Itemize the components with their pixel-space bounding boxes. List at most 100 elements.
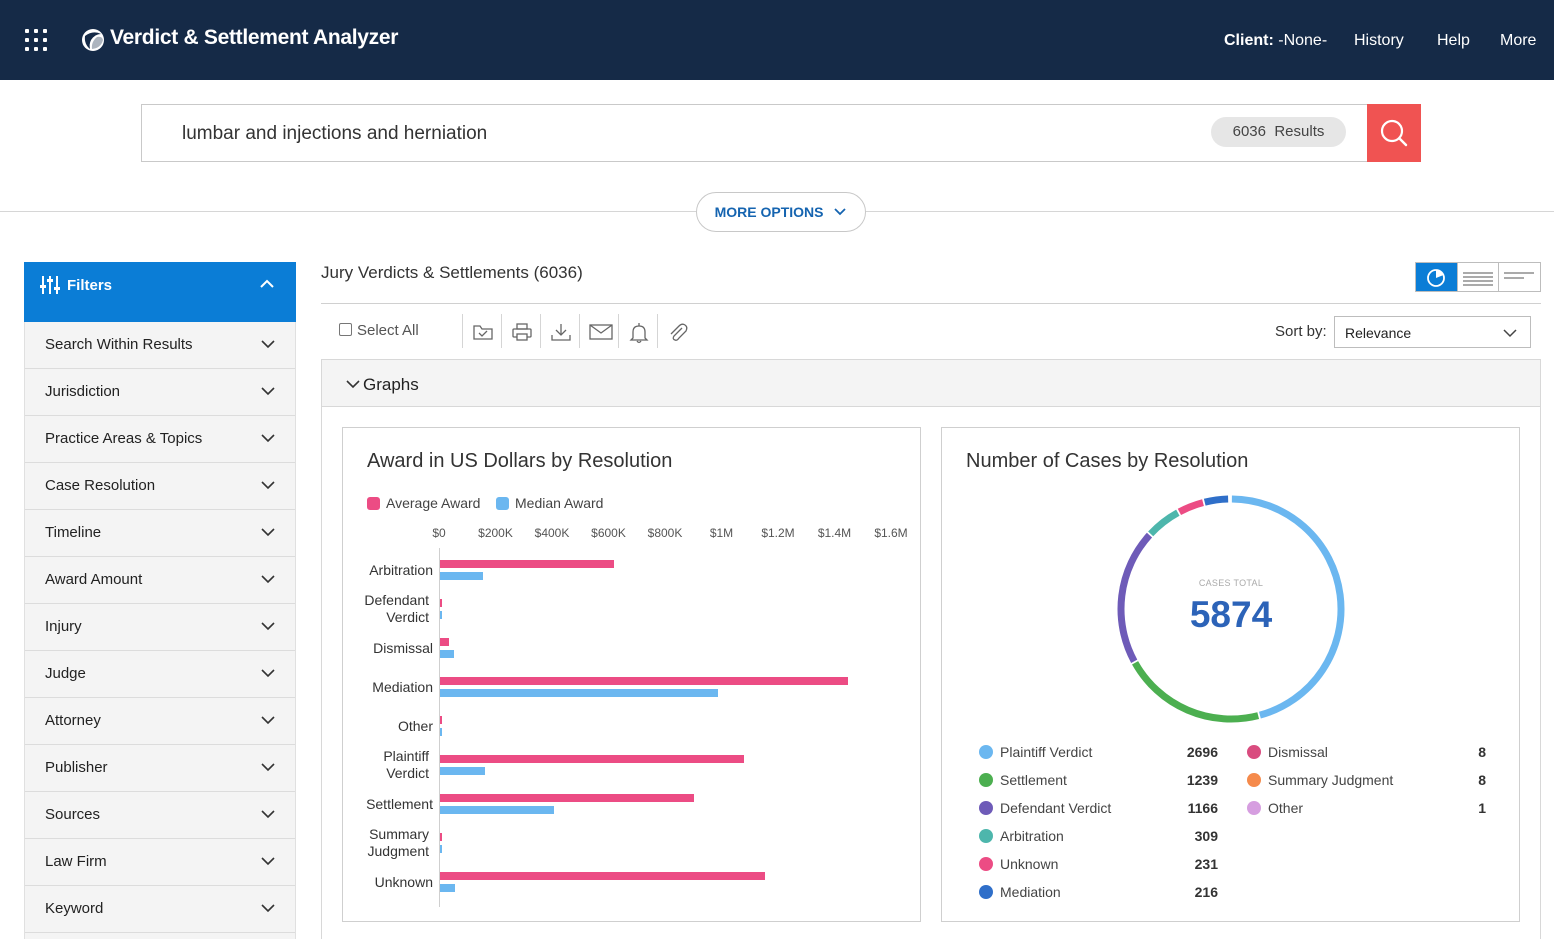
more-options-button[interactable]: MORE OPTIONS — [696, 192, 866, 232]
pie-legend-item[interactable]: Arbitration — [979, 828, 1064, 844]
chart-title: Award in US Dollars by Resolution — [367, 450, 673, 472]
nav-more[interactable]: More — [1500, 32, 1537, 49]
select-all-label[interactable]: Select All — [357, 322, 419, 339]
bar-average[interactable] — [440, 794, 695, 802]
bar-average[interactable] — [440, 755, 744, 763]
logo-icon — [82, 29, 104, 51]
filter-item-attorney[interactable]: Attorney — [25, 698, 295, 745]
nav-help[interactable]: Help — [1437, 32, 1470, 49]
nav-history[interactable]: History — [1354, 32, 1404, 49]
filter-item-timeline[interactable]: Timeline — [25, 510, 295, 557]
bar-average[interactable] — [440, 872, 765, 880]
top-bar: Verdict & Settlement Analyzer Client: -N… — [0, 0, 1554, 80]
filter-item-label: Publisher — [45, 759, 108, 776]
category-label: Unknown — [374, 874, 433, 890]
bar-median[interactable] — [440, 650, 455, 658]
filter-item-law-firm[interactable]: Law Firm — [25, 839, 295, 886]
bar-median[interactable] — [440, 845, 442, 853]
compact-list-view-button[interactable] — [1499, 263, 1540, 291]
filter-item-search-within-results[interactable]: Search Within Results — [25, 322, 295, 369]
chart-view-button[interactable] — [1416, 263, 1458, 291]
pie-legend-item[interactable]: Mediation — [979, 884, 1061, 900]
bar-median[interactable] — [440, 728, 442, 736]
chevron-down-icon — [261, 528, 275, 537]
filter-item-keyword[interactable]: Keyword — [25, 886, 295, 933]
printer-icon — [512, 323, 532, 341]
legend-swatch — [496, 497, 509, 510]
bar-average[interactable] — [440, 716, 442, 724]
link-button[interactable] — [657, 314, 696, 348]
results-toolbar: Select All — [321, 304, 1541, 360]
search-button[interactable] — [1367, 104, 1421, 162]
chevron-down-icon — [261, 622, 275, 631]
app-title: Verdict & Settlement Analyzer — [110, 26, 399, 49]
bar-median[interactable] — [440, 611, 442, 619]
bar-median[interactable] — [440, 767, 486, 775]
bar-average[interactable] — [440, 833, 442, 841]
bar-median[interactable] — [440, 572, 483, 580]
donut-slice[interactable] — [1132, 661, 1260, 723]
legend-swatch — [979, 829, 993, 843]
filters-header[interactable]: Filters — [24, 262, 296, 322]
filter-item-injury[interactable]: Injury — [25, 604, 295, 651]
filter-item-practice-areas-topics[interactable]: Practice Areas & Topics — [25, 416, 295, 463]
x-tick-label: $800K — [647, 526, 683, 540]
legend-item[interactable]: Average Award — [367, 495, 480, 511]
bar-average[interactable] — [440, 677, 849, 685]
filter-item-judge[interactable]: Judge — [25, 651, 295, 698]
pie-legend-item[interactable]: Other — [1247, 800, 1303, 816]
bar-median[interactable] — [440, 806, 554, 814]
print-button[interactable] — [501, 314, 540, 348]
search-input[interactable]: lumbar and injections and herniation 603… — [141, 104, 1367, 162]
pie-legend-item[interactable]: Unknown — [979, 856, 1058, 872]
detail-list-view-button[interactable] — [1458, 263, 1500, 291]
pie-legend-item[interactable]: Summary Judgment — [1247, 772, 1393, 788]
download-icon — [551, 324, 571, 341]
category-label: Plaintiff Verdict — [383, 748, 429, 781]
donut-slice[interactable] — [1231, 495, 1345, 719]
x-tick-label: $200K — [478, 526, 513, 540]
email-button[interactable] — [579, 314, 618, 348]
pie-legend-item[interactable]: Dismissal — [1247, 744, 1328, 760]
folder-icon — [473, 325, 493, 340]
divider — [321, 303, 1541, 304]
filter-item-award-amount[interactable]: Award Amount — [25, 557, 295, 604]
alert-button[interactable] — [618, 314, 657, 348]
chevron-down-icon — [261, 810, 275, 819]
chevron-down-icon — [346, 380, 360, 389]
category-label: Mediation — [372, 679, 433, 695]
donut-slice[interactable] — [1203, 495, 1229, 506]
legend-item[interactable]: Median Award — [496, 495, 603, 511]
donut-slice[interactable] — [1148, 509, 1180, 537]
legend-label: Plaintiff Verdict — [1000, 744, 1093, 760]
bar-median[interactable] — [440, 884, 455, 892]
legend-label: Dismissal — [1268, 744, 1328, 760]
filter-item-jurisdiction[interactable]: Jurisdiction — [25, 369, 295, 416]
bar-average[interactable] — [440, 560, 614, 568]
donut-slice[interactable] — [1117, 532, 1153, 663]
pie-legend-item[interactable]: Defendant Verdict — [979, 800, 1111, 816]
bar-median[interactable] — [440, 689, 719, 697]
graphs-toggle[interactable]: Graphs — [322, 360, 1540, 407]
pie-chart-icon — [1427, 269, 1445, 287]
donut-slice[interactable] — [1177, 499, 1204, 515]
filter-item-case-resolution[interactable]: Case Resolution — [25, 463, 295, 510]
app-grid-icon[interactable] — [25, 29, 47, 51]
bar-average[interactable] — [440, 599, 443, 607]
x-tick-label: $1.6M — [874, 526, 908, 540]
filter-item-sources[interactable]: Sources — [25, 792, 295, 839]
donut-center-label: CASES TOTAL — [1198, 578, 1264, 588]
save-to-folder-button[interactable] — [462, 314, 501, 348]
legend-value: 8 — [1478, 772, 1486, 788]
pie-legend-item[interactable]: Settlement — [979, 772, 1067, 788]
sort-select[interactable]: Relevance — [1334, 316, 1531, 348]
download-button[interactable] — [540, 314, 579, 348]
client-selector[interactable]: Client: -None- — [1224, 32, 1327, 50]
legend-label: Settlement — [1000, 772, 1067, 788]
pie-legend-item[interactable]: Plaintiff Verdict — [979, 744, 1092, 760]
filter-item-publisher[interactable]: Publisher — [25, 745, 295, 792]
chevron-up-icon[interactable] — [259, 279, 275, 289]
select-all-checkbox[interactable] — [339, 323, 352, 336]
filter-item-label: Keyword — [45, 900, 104, 917]
bar-average[interactable] — [440, 638, 450, 646]
